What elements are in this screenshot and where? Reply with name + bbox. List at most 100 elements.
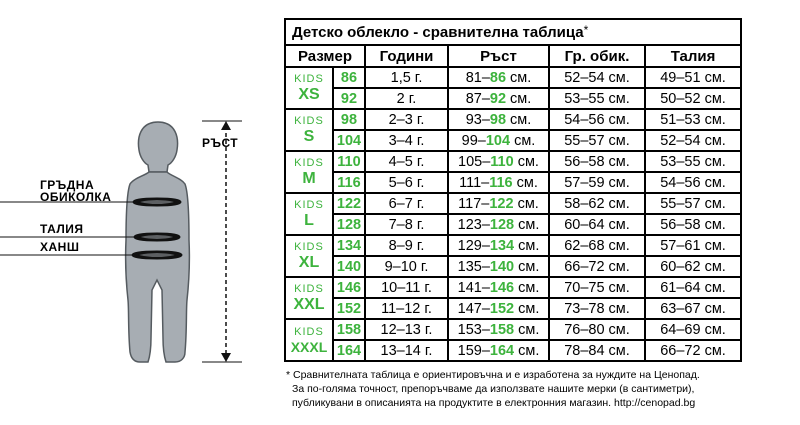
height-indicator xyxy=(202,120,242,363)
table-title-text: Детско облекло - сравнителна таблица xyxy=(292,24,584,41)
size-group-cell: KIDS XS xyxy=(284,66,334,110)
table-row: 116 5–6 г. 111–116 см. 57–59 см. 54–56 см. xyxy=(285,171,743,194)
waist-cell: 53–55 см. xyxy=(643,150,743,173)
height-unit: см. xyxy=(514,237,540,254)
size-number: 116 xyxy=(332,171,366,194)
size-letter: S xyxy=(303,127,315,145)
size-group-cell: KIDS S xyxy=(284,108,334,152)
age-cell: 13–14 г. xyxy=(364,339,449,362)
size-group-cell: KIDS L xyxy=(284,192,334,236)
height-from: 135– xyxy=(457,258,490,275)
waist-cell: 63–67 см. xyxy=(643,297,743,320)
height-from: 81– xyxy=(465,69,490,86)
kids-label: KIDS xyxy=(294,198,324,211)
kids-label: KIDS xyxy=(294,72,324,85)
height-cell: 81–86 см. xyxy=(447,66,550,89)
waist-cell: 55–57 см. xyxy=(643,192,743,215)
size-number: 104 xyxy=(332,129,366,152)
chest-label-line2: ОБИКОЛКА xyxy=(40,190,112,204)
size-number: 158 xyxy=(332,318,366,341)
size-letter: M xyxy=(302,169,316,187)
age-cell: 1,5 г. xyxy=(364,66,449,89)
height-unit: см. xyxy=(512,174,538,191)
size-group-cell: KIDS XXL xyxy=(284,276,334,320)
size-number: 86 xyxy=(332,66,366,89)
height-unit: см. xyxy=(514,300,540,317)
table-row: 128 7–8 г. 123–128 см. 60–64 см. 56–58 см. xyxy=(285,213,743,236)
chest-cell: 58–62 см. xyxy=(548,192,646,215)
height-to: 140 xyxy=(489,258,515,275)
chest-cell: 54–56 см. xyxy=(548,108,646,131)
header-chest: Гр. обик. xyxy=(548,44,646,68)
height-to: 134 xyxy=(489,237,515,254)
height-from: 159– xyxy=(457,342,490,359)
kids-label: KIDS xyxy=(294,114,324,127)
waist-cell: 52–54 см. xyxy=(643,129,743,152)
chest-cell: 53–55 см. xyxy=(548,87,646,110)
height-from: 141– xyxy=(457,279,490,296)
table-row: 152 11–12 г. 147–152 см. 73–78 см. 63–67 см. xyxy=(285,297,743,320)
height-unit: см. xyxy=(506,90,532,107)
size-letter: XXL xyxy=(293,295,325,313)
height-from: 129– xyxy=(457,237,490,254)
height-to: 104 xyxy=(485,132,511,149)
height-cell: 93–98 см. xyxy=(447,108,550,131)
height-cell: 129–134 см. xyxy=(447,234,550,257)
header-age: Години xyxy=(364,44,449,68)
age-cell: 11–12 г. xyxy=(364,297,449,320)
size-letter: L xyxy=(304,211,314,229)
height-cell: 147–152 см. xyxy=(447,297,550,320)
size-number: 98 xyxy=(332,108,366,131)
size-number: 146 xyxy=(332,276,366,299)
height-to: 92 xyxy=(489,90,507,107)
age-cell: 2–3 г. xyxy=(364,108,449,131)
waist-cell: 61–64 см. xyxy=(643,276,743,299)
table-title-asterisk: * xyxy=(583,23,589,37)
chest-cell: 57–59 см. xyxy=(548,171,646,194)
footnote-line-2: За по-голяма точност, препоръчваме да из… xyxy=(292,383,695,395)
age-cell: 4–5 г. xyxy=(364,150,449,173)
child-figure-area: РЪСТ ГРЪДНА ОБИКОЛКА ТАЛИЯ ХАНШ xyxy=(0,0,280,420)
size-number: 128 xyxy=(332,213,366,236)
age-cell: 5–6 г. xyxy=(364,171,449,194)
chest-cell: 55–57 см. xyxy=(548,129,646,152)
size-letter: XS xyxy=(298,85,320,103)
height-cell: 141–146 см. xyxy=(447,276,550,299)
table-header-row: Размер Години Ръст Гр. обик. Талия xyxy=(284,44,743,68)
hip-label: ХАНШ xyxy=(40,240,80,254)
kids-label: KIDS xyxy=(294,282,324,295)
height-cell: 117–122 см. xyxy=(447,192,550,215)
waist-cell: 54–56 см. xyxy=(643,171,743,194)
height-from: 87– xyxy=(465,90,490,107)
child-body xyxy=(124,121,191,363)
size-number: 140 xyxy=(332,255,366,278)
size-letter: XXXL xyxy=(290,338,328,355)
chest-cell: 70–75 см. xyxy=(548,276,646,299)
size-number: 134 xyxy=(332,234,366,257)
size-group-cell: KIDS XL xyxy=(284,234,334,278)
chest-cell: 78–84 см. xyxy=(548,339,646,362)
table-row: KIDS XXXL 158 12–13 г. 153–158 см. 76–80 см. 6… xyxy=(284,318,743,362)
height-from: 117– xyxy=(458,195,490,212)
table-row: 164 13–14 г. 159–164 см. 78–84 см. 66–72 см. xyxy=(285,339,743,362)
waist-cell: 64–69 см. xyxy=(643,318,743,341)
age-cell: 9–10 г. xyxy=(364,255,449,278)
footnote-line-1: * Сравнителната таблица е ориентировъчна… xyxy=(286,369,700,381)
table-row: KIDS S 98 2–3 г. 93–98 см. 54–56 см. 51–53 см. xyxy=(284,108,743,152)
height-to: 128 xyxy=(489,216,515,233)
height-to: 122 xyxy=(489,195,514,212)
size-number: 164 xyxy=(332,339,366,362)
age-cell: 10–11 г. xyxy=(364,276,449,299)
footnote-line-3: публикувани в описанията на продуктите в… xyxy=(292,397,696,409)
height-from: 153– xyxy=(457,321,490,338)
chest-label-line1: ГРЪДНА xyxy=(40,178,95,192)
age-cell: 2 г. xyxy=(364,87,449,110)
kids-label: KIDS xyxy=(294,156,324,169)
height-unit: см. xyxy=(514,258,540,275)
size-group-cell: KIDS XXXL xyxy=(284,318,334,362)
header-size: Размер xyxy=(284,44,366,68)
height-cell: 153–158 см. xyxy=(447,318,550,341)
height-to: 152 xyxy=(489,300,515,317)
height-from: 147– xyxy=(457,300,490,317)
chest-cell: 76–80 см. xyxy=(548,318,646,341)
